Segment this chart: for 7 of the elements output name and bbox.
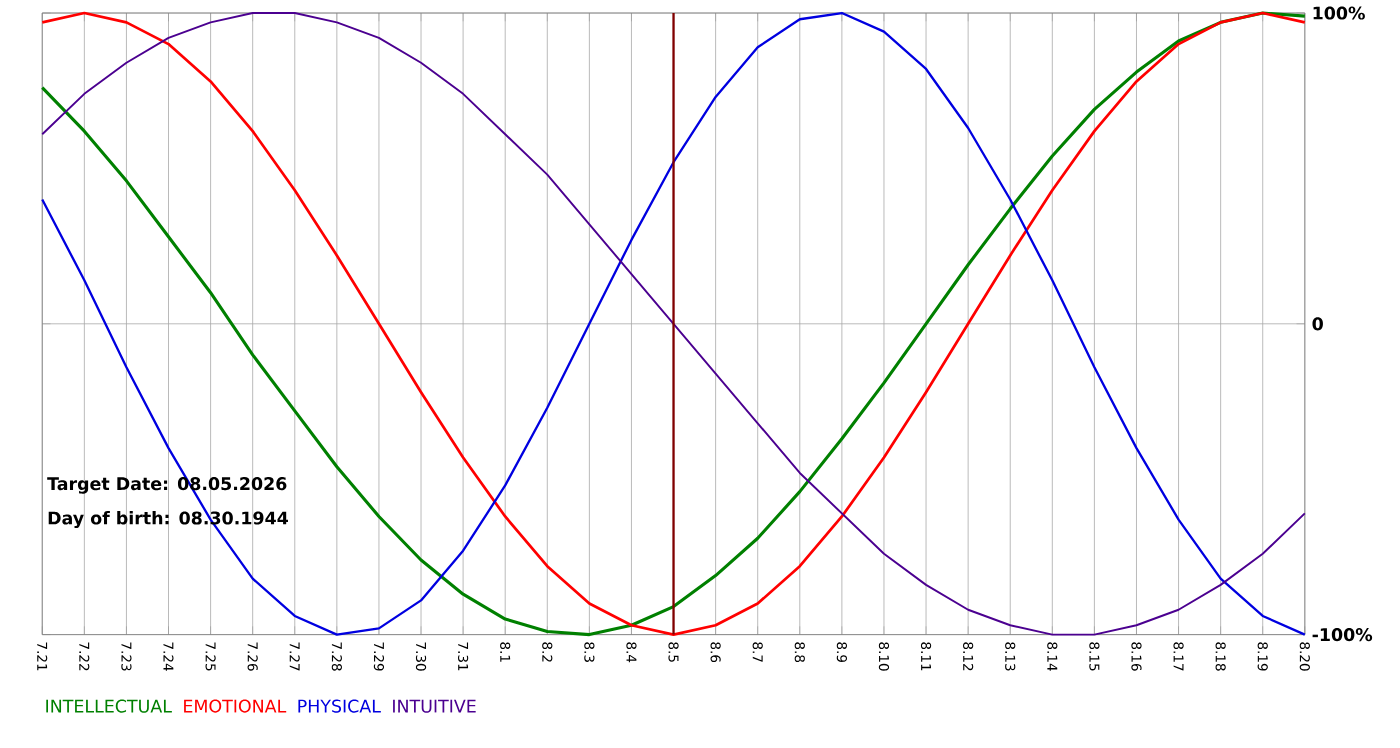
- y-tick-label: 100%: [1313, 6, 1365, 20]
- text: INTUITIVE: [393, 700, 476, 714]
- text: PHYSICAL: [298, 699, 381, 714]
- text: INTELLECTUAL: [46, 699, 172, 714]
- y-tick-label: -100%: [1312, 628, 1373, 642]
- y-tick-label: 0: [1312, 317, 1323, 331]
- text: EMOTIONAL: [184, 699, 287, 714]
